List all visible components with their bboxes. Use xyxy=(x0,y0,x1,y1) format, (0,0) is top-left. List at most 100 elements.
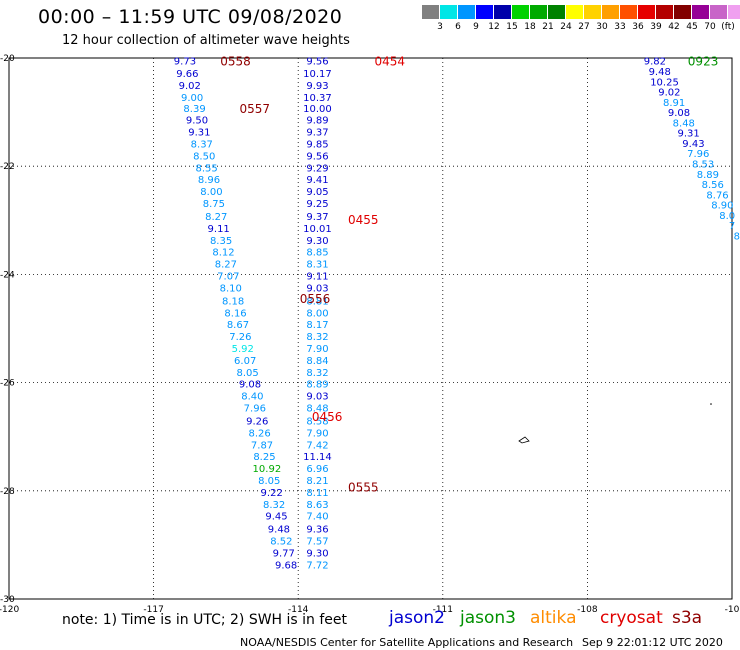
wave-height-value: 7.96 xyxy=(244,403,266,414)
wave-height-value: 8.18 xyxy=(222,296,244,307)
wave-height-value: 8.31 xyxy=(306,260,328,271)
wave-height-value: 9.05 xyxy=(306,187,328,198)
wave-height-value: 9.68 xyxy=(275,560,297,571)
wave-height-value: 8.56 xyxy=(702,180,724,191)
color-swatch xyxy=(494,5,511,19)
pass-time-label: 0454 xyxy=(375,55,406,69)
wave-height-value: 7.40 xyxy=(306,512,328,523)
color-swatch xyxy=(512,5,529,19)
color-scale-label: 3 xyxy=(437,22,443,32)
wave-height-value: 9.45 xyxy=(265,512,287,523)
wave-height-value: 8.75 xyxy=(203,199,225,210)
wave-height-value: 9.00 xyxy=(181,93,203,104)
wave-height-value: 10.37 xyxy=(303,93,332,104)
wave-height-value: 9.11 xyxy=(208,224,230,235)
color-swatch xyxy=(638,5,655,19)
wave-height-value: 8.40 xyxy=(241,392,263,403)
wave-height-value: 9.02 xyxy=(179,81,201,92)
color-scale-label: 12 xyxy=(488,22,500,32)
wave-height-value: 8.48 xyxy=(306,403,328,414)
wave-height-value: 8.00 xyxy=(306,308,328,319)
pass-time-label: 0557 xyxy=(240,102,271,116)
color-scale-label: 42 xyxy=(668,22,680,32)
x-tick-label: -120 xyxy=(0,605,19,615)
wave-height-value: 8.32 xyxy=(263,500,285,511)
wave-height-value: 7.42 xyxy=(306,440,328,451)
wave-height-value: 10.17 xyxy=(303,69,332,80)
wave-height-value: 8.17 xyxy=(306,320,328,331)
pass-time-label: 0456 xyxy=(312,410,343,424)
pass-time-label: 0558 xyxy=(220,55,251,69)
wave-height-value: 9.08 xyxy=(239,380,261,391)
wave-height-value: 8.89 xyxy=(306,380,328,391)
y-tick-label: -24 xyxy=(0,270,15,280)
color-scale-label: 6 xyxy=(455,22,461,32)
wave-height-value: 11.14 xyxy=(303,452,332,463)
wave-height-value: 5.92 xyxy=(232,344,254,355)
wave-height-value: 9.37 xyxy=(306,128,328,139)
wave-height-value: 9.26 xyxy=(246,416,268,427)
wave-height-value: 8.27 xyxy=(215,260,237,271)
wave-height-value: 7 xyxy=(729,221,735,232)
color-scale-labels: 3 6 9 12 15 18 21 24 27 30 33 36 39 42 45 70 (ft) xyxy=(422,22,740,34)
color-swatch xyxy=(620,5,637,19)
color-scale-label: 70 xyxy=(704,22,716,32)
wave-height-value: 7.72 xyxy=(306,560,328,571)
wave-height-value: 8.58 xyxy=(306,416,328,427)
x-tick-label: -108 xyxy=(577,605,598,615)
wave-height-value: 9.66 xyxy=(176,69,198,80)
color-swatch xyxy=(422,5,439,19)
island-dot xyxy=(710,403,712,405)
wave-height-value: 8.35 xyxy=(210,236,232,247)
wave-height-value: 8.21 xyxy=(306,476,328,487)
wave-height-value: 8.0 xyxy=(719,211,735,222)
wave-height-value: 7.57 xyxy=(306,537,328,548)
wave-height-value: 8.89 xyxy=(697,170,719,181)
color-scale-label: 39 xyxy=(650,22,662,32)
wave-height-value: 8.27 xyxy=(205,212,227,223)
wave-height-value: 8.91 xyxy=(663,98,685,109)
wave-height-value: 9.48 xyxy=(268,525,290,536)
color-scale-label: 24 xyxy=(560,22,572,32)
wave-height-value: 9.11 xyxy=(306,271,328,282)
wave-height-value: 8.11 xyxy=(306,488,328,499)
wave-height-value: 7.90 xyxy=(306,428,328,439)
wave-height-value: 8.53 xyxy=(692,159,714,170)
wave-height-value: 8.84 xyxy=(306,356,328,367)
legend-jason3: jason3 xyxy=(460,608,516,628)
wave-height-value: 8.26 xyxy=(249,428,271,439)
wave-height-value: 8.05 xyxy=(258,476,280,487)
wave-height-value: 8.16 xyxy=(224,308,246,319)
y-tick-label: -22 xyxy=(0,162,15,172)
legend-s3a: s3a xyxy=(672,608,703,628)
color-swatch xyxy=(530,5,547,19)
wave-height-value: 9.56 xyxy=(306,151,328,162)
color-swatch xyxy=(584,5,601,19)
y-tick-label: -28 xyxy=(0,487,15,497)
wave-height-value: 9.30 xyxy=(306,548,328,559)
wave-height-value: 9.56 xyxy=(306,57,328,68)
plot-frame xyxy=(8,57,733,600)
y-tick-label: -30 xyxy=(0,595,15,605)
wave-height-value: 9.22 xyxy=(261,488,283,499)
pass-time-label: 0556 xyxy=(300,292,331,306)
color-scale-label: 30 xyxy=(596,22,608,32)
wave-height-value: 9.93 xyxy=(306,81,328,92)
wave-height-value: 9.77 xyxy=(273,548,295,559)
color-swatch xyxy=(458,5,475,19)
wave-height-value: 8.52 xyxy=(270,537,292,548)
color-scale-bar xyxy=(422,5,740,19)
color-scale-label: 18 xyxy=(524,22,536,32)
wave-height-value: 9.31 xyxy=(677,129,699,140)
color-swatch xyxy=(728,5,740,19)
wave-height-value: 10.92 xyxy=(253,464,282,475)
wave-height-value: 9.48 xyxy=(649,67,671,78)
legend-altika: altika xyxy=(530,608,577,628)
color-scale-label: 36 xyxy=(632,22,644,32)
wave-height-value: 9.43 xyxy=(682,139,704,150)
pass-time-label: 0923 xyxy=(688,55,719,69)
wave-height-value: 8.12 xyxy=(212,248,234,259)
wave-height-value: 8.48 xyxy=(673,118,695,129)
wave-height-value: 10.25 xyxy=(650,77,679,88)
color-swatch xyxy=(692,5,709,19)
